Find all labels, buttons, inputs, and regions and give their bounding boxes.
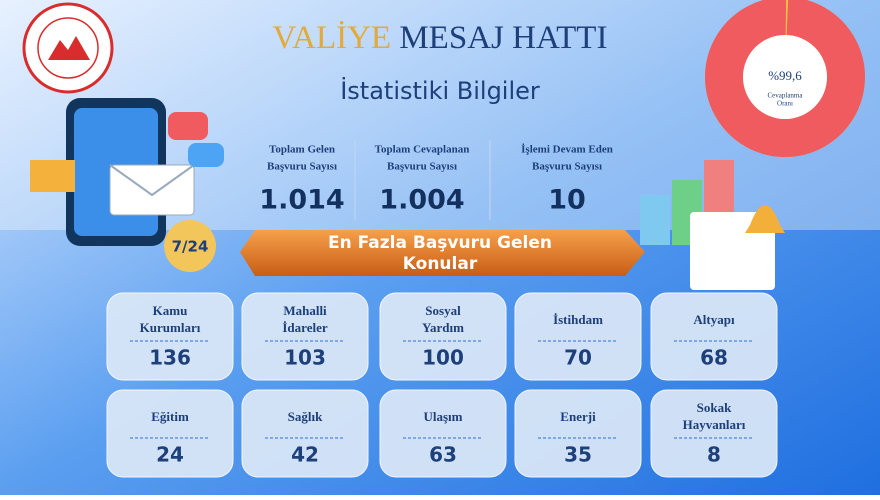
rate-label: %99,6 xyxy=(768,68,802,83)
rate-caption: Cevaplanma xyxy=(768,92,804,100)
topic-card xyxy=(106,292,234,381)
topic-value: 8 xyxy=(707,443,721,467)
stat-label: Toplam Cevaplanan xyxy=(375,144,470,156)
topic-card xyxy=(514,389,642,478)
topic-label: Altyapı xyxy=(693,312,735,327)
topic-label: Sosyal xyxy=(425,303,461,318)
topic-value: 70 xyxy=(564,346,592,370)
banner-text: En Fazla Başvuru Gelen xyxy=(328,233,552,253)
topic-value: 63 xyxy=(429,443,457,467)
topic-value: 24 xyxy=(156,443,184,467)
topic-label: Mahalli xyxy=(283,303,327,318)
topic-value: 100 xyxy=(422,346,464,370)
donut-center xyxy=(743,35,827,119)
topic-card xyxy=(241,292,369,381)
topic-label: Yardım xyxy=(422,320,464,335)
stat-value: 1.004 xyxy=(379,185,464,216)
topic-value: 42 xyxy=(291,443,319,467)
response-rate-donut: %99,6 Cevaplanma Oranı xyxy=(705,0,865,157)
topic-label: Sağlık xyxy=(288,409,323,424)
rate-caption: Oranı xyxy=(777,100,793,108)
title: VALİYE MESAJ HATTI xyxy=(273,20,608,56)
topic-label: Kamu xyxy=(153,303,188,318)
topic-card xyxy=(514,292,642,381)
topic-value: 35 xyxy=(564,443,592,467)
stat-value: 1.014 xyxy=(259,185,344,216)
topic-value: 68 xyxy=(700,346,728,370)
stat-label: Başvuru Sayısı xyxy=(532,161,602,173)
stat-label: Toplam Gelen xyxy=(269,144,335,156)
topic-card xyxy=(650,389,778,478)
stat-label: Başvuru Sayısı xyxy=(267,161,337,173)
topic-label: İstihdam xyxy=(553,312,603,327)
topic-label: Eğitim xyxy=(151,409,189,424)
topic-card xyxy=(379,389,507,478)
stat-label: İşlemi Devam Eden xyxy=(521,144,613,156)
phone-illustration xyxy=(30,98,224,246)
topic-value: 103 xyxy=(284,346,326,370)
topic-label: Ulaşım xyxy=(424,409,463,424)
banner xyxy=(240,230,645,276)
topic-value: 136 xyxy=(149,346,191,370)
topic-label: Kurumları xyxy=(140,320,201,335)
badge xyxy=(164,220,216,272)
topic-card xyxy=(650,292,778,381)
topic-label: Enerji xyxy=(560,409,596,424)
stat-value: 10 xyxy=(548,185,586,216)
logo xyxy=(22,2,114,94)
topic-label: İdareler xyxy=(282,320,327,335)
badge-text: 7/24 xyxy=(172,238,209,256)
topic-card xyxy=(106,389,234,478)
stat-label: Başvuru Sayısı xyxy=(387,161,457,173)
topic-label: Hayvanları xyxy=(683,417,746,432)
topic-label: Sokak xyxy=(697,400,732,415)
topic-card xyxy=(379,292,507,381)
subtitle: İstatistiki Bilgiler xyxy=(340,76,540,105)
rate-arc xyxy=(705,0,865,157)
title-rest: MESAJ HATTI xyxy=(399,20,607,56)
banner-text: Konular xyxy=(403,254,478,274)
bar-illustration xyxy=(640,160,785,290)
title-highlight: VALİYE xyxy=(273,20,392,56)
topic-card xyxy=(241,389,369,478)
